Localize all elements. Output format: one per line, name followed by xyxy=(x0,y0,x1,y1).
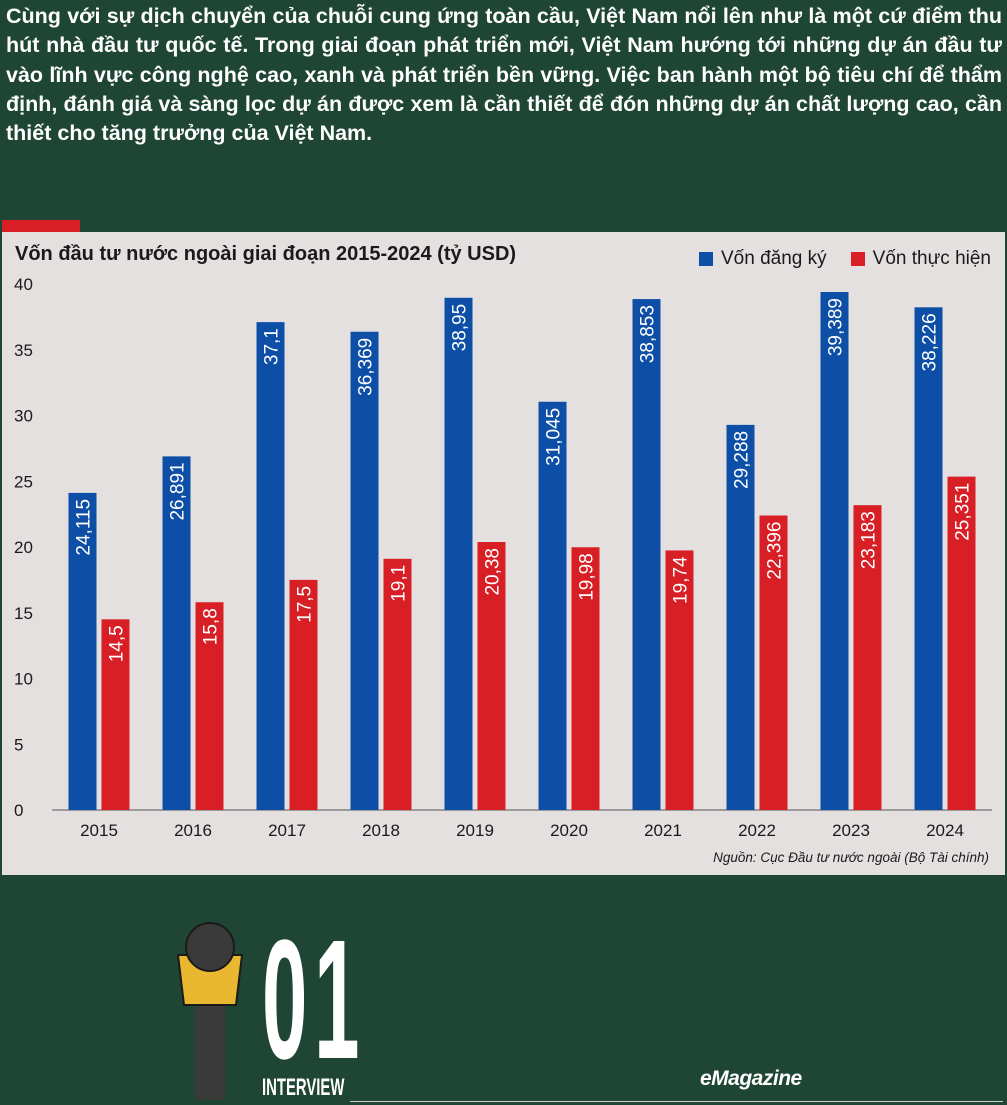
bar-disbursed xyxy=(101,619,130,810)
y-tick-label: 40 xyxy=(14,275,33,294)
data-label-disbursed: 17,5 xyxy=(295,586,316,623)
bar-disbursed xyxy=(477,542,506,810)
data-label-disbursed: 20,38 xyxy=(483,548,504,596)
bar-disbursed xyxy=(853,505,882,810)
x-tick-label: 2024 xyxy=(926,821,964,840)
x-tick-label: 2017 xyxy=(268,821,306,840)
legend-label-disbursed: Vốn thực hiện xyxy=(872,248,991,269)
data-label-disbursed: 19,98 xyxy=(577,553,598,601)
bar-registered xyxy=(350,331,379,810)
chart-legend: Vốn đăng ký Vốn thực hiện xyxy=(699,248,991,270)
bar-registered xyxy=(726,424,755,810)
bar-registered xyxy=(632,299,661,810)
x-tick-label: 2023 xyxy=(832,821,870,840)
y-tick-label: 0 xyxy=(14,801,23,820)
legend-label-registered: Vốn đăng ký xyxy=(721,248,827,269)
x-tick-label: 2020 xyxy=(550,821,588,840)
data-label-disbursed: 22,396 xyxy=(765,521,786,579)
data-label-disbursed: 14,5 xyxy=(107,625,128,662)
data-label-registered: 38,95 xyxy=(450,304,471,352)
legend-swatch-registered xyxy=(699,252,713,266)
bar-chart: 0 5 10 15 20 25 30 35 40 24,115 14,5 2015 26,891 15,8… xyxy=(14,275,992,840)
data-label-registered: 29,288 xyxy=(732,431,753,489)
bar-disbursed xyxy=(383,558,412,810)
bar-disbursed xyxy=(665,550,694,810)
chart-accent-tab xyxy=(2,220,80,232)
bar-registered xyxy=(538,401,567,810)
data-label-registered: 37,1 xyxy=(262,328,283,365)
chart-panel: 0 5 10 15 20 25 30 35 40 24,115 14,5 2015 26,891 15,8… xyxy=(2,232,1005,875)
data-label-registered: 39,389 xyxy=(826,298,847,356)
data-label-registered: 36,369 xyxy=(356,338,377,396)
bar-registered xyxy=(256,322,285,810)
x-tick-label: 2022 xyxy=(738,821,776,840)
bar-disbursed xyxy=(947,476,976,810)
bar-registered xyxy=(914,307,943,810)
x-tick-label: 2018 xyxy=(362,821,400,840)
interview-number: 01 xyxy=(262,905,367,1095)
legend-swatch-disbursed xyxy=(850,252,865,266)
x-tick-label: 2019 xyxy=(456,821,494,840)
interview-label: INTERVIEW xyxy=(262,1074,345,1101)
data-label-disbursed: 23,183 xyxy=(859,511,880,569)
data-label-registered: 38,853 xyxy=(638,305,659,363)
bar-registered xyxy=(444,297,473,810)
microphone-icon xyxy=(176,922,244,1100)
bar-disbursed xyxy=(571,547,600,810)
y-tick-label: 10 xyxy=(14,670,33,689)
bar-disbursed xyxy=(759,515,788,810)
bar-registered xyxy=(820,292,849,810)
bar-disbursed xyxy=(195,602,224,810)
x-tick-label: 2015 xyxy=(80,821,118,840)
bar-registered xyxy=(162,456,191,810)
y-tick-label: 25 xyxy=(14,472,33,491)
data-label-disbursed: 25,351 xyxy=(953,483,974,541)
bar-registered xyxy=(68,492,97,810)
data-label-disbursed: 19,74 xyxy=(671,556,692,604)
x-tick-label: 2021 xyxy=(644,821,682,840)
source-note: Nguồn: Cục Đầu tư nước ngoài (Bộ Tài chí… xyxy=(713,850,989,865)
data-label-registered: 26,891 xyxy=(168,462,189,520)
chart-title: Vốn đầu tư nước ngoài giai đoạn 2015-202… xyxy=(15,243,517,265)
data-label-registered: 38,226 xyxy=(920,313,941,371)
data-label-disbursed: 19,1 xyxy=(389,565,410,602)
y-tick-label: 30 xyxy=(14,407,33,426)
data-label-registered: 31,045 xyxy=(544,408,565,466)
y-tick-label: 35 xyxy=(14,341,33,360)
y-tick-label: 5 xyxy=(14,735,23,754)
legend-item-disbursed: Vốn thực hiện xyxy=(850,248,991,270)
bar-disbursed xyxy=(289,579,318,810)
data-label-registered: 24,115 xyxy=(74,499,95,556)
x-tick-label: 2016 xyxy=(174,821,212,840)
data-label-disbursed: 15,8 xyxy=(201,608,222,645)
legend-item-registered: Vốn đăng ký xyxy=(699,248,827,270)
intro-paragraph: Cùng với sự dịch chuyển của chuỗi cung ứ… xyxy=(6,4,1002,146)
brand-logo: eMagazine xyxy=(700,1067,802,1090)
footer-divider xyxy=(350,1101,1003,1102)
y-tick-label: 15 xyxy=(14,604,33,623)
y-tick-label: 20 xyxy=(14,538,33,557)
